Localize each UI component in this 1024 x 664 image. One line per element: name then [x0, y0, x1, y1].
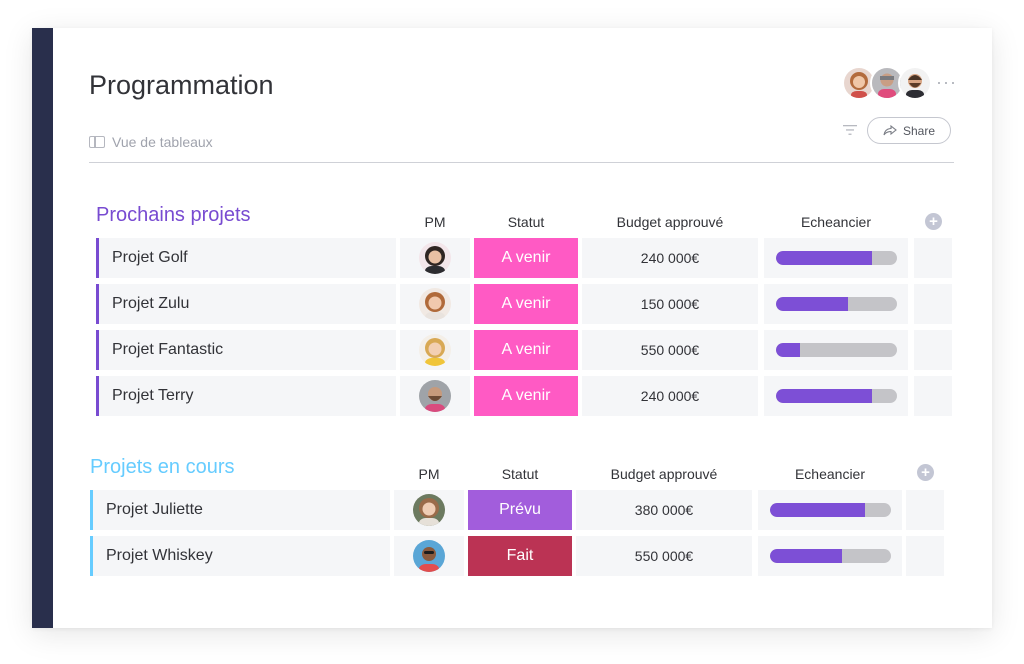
budget-cell[interactable]: 550 000€ — [576, 536, 752, 576]
view-label: Vue de tableaux — [112, 134, 213, 150]
timeline-fill — [775, 251, 873, 265]
timeline-bar — [775, 251, 897, 265]
header-divider — [89, 162, 954, 163]
item-name: Projet Golf — [112, 249, 188, 266]
item-name-cell[interactable]: Projet Zulu — [96, 284, 396, 324]
budget-cell[interactable]: 550 000€ — [582, 330, 758, 370]
column-header-timeline[interactable]: Echeancier — [794, 466, 866, 482]
pm-cell[interactable] — [400, 376, 470, 416]
status-cell[interactable]: A venir — [474, 238, 578, 278]
budget-cell[interactable]: 240 000€ — [582, 376, 758, 416]
board-card: Programmation Vue de tableaux ··· Share … — [32, 28, 992, 628]
timeline-bar — [775, 297, 897, 311]
status-cell[interactable]: Fait — [468, 536, 572, 576]
item-name-cell[interactable]: Projet Whiskey — [90, 536, 390, 576]
column-header-status[interactable]: Statut — [501, 466, 539, 482]
item-name-cell[interactable]: Projet Golf — [96, 238, 396, 278]
group-title-prochains-projets[interactable]: Prochains projets — [96, 204, 251, 226]
share-button[interactable]: Share — [867, 117, 951, 144]
column-header-status[interactable]: Statut — [507, 214, 545, 230]
pm-avatar[interactable] — [419, 334, 451, 366]
group-color-marker — [96, 376, 99, 416]
timeline-fill — [775, 297, 849, 311]
group-title-projets-en-cours[interactable]: Projets en cours — [90, 456, 235, 478]
timeline-bar — [769, 549, 891, 563]
share-arrow-icon — [883, 125, 897, 136]
pm-cell[interactable] — [394, 490, 464, 530]
status-cell[interactable]: A venir — [474, 284, 578, 324]
status-cell[interactable]: A venir — [474, 330, 578, 370]
item-name: Projet Whiskey — [106, 547, 213, 564]
timeline-cell[interactable] — [764, 238, 908, 278]
pm-avatar[interactable] — [413, 540, 445, 572]
item-name: Projet Juliette — [106, 501, 203, 518]
status-cell[interactable]: A venir — [474, 376, 578, 416]
board-title[interactable]: Programmation — [89, 70, 274, 100]
pm-cell[interactable] — [400, 238, 470, 278]
timeline-bar — [775, 343, 897, 357]
timeline-fill — [769, 549, 843, 563]
member-1-avatar[interactable] — [842, 66, 876, 100]
timeline-cell[interactable] — [764, 284, 908, 324]
empty-cell[interactable] — [914, 330, 952, 370]
column-header-budget[interactable]: Budget approuvé — [610, 466, 718, 482]
budget-cell[interactable]: 380 000€ — [576, 490, 752, 530]
pm-avatar[interactable] — [419, 242, 451, 274]
item-name-cell[interactable]: Projet Terry — [96, 376, 396, 416]
group-color-marker — [96, 238, 99, 278]
timeline-cell[interactable] — [764, 330, 908, 370]
status-cell[interactable]: Prévu — [468, 490, 572, 530]
column-header-pm[interactable]: PM — [424, 214, 446, 230]
board-members[interactable] — [842, 66, 932, 100]
group-color-marker — [96, 284, 99, 324]
add-column-button[interactable]: + — [925, 213, 942, 230]
group-color-marker — [90, 536, 93, 576]
empty-cell[interactable] — [914, 376, 952, 416]
pm-avatar[interactable] — [419, 380, 451, 412]
pm-cell[interactable] — [394, 536, 464, 576]
timeline-fill — [775, 389, 873, 403]
budget-cell[interactable]: 240 000€ — [582, 238, 758, 278]
group-color-marker — [96, 330, 99, 370]
item-name: Projet Terry — [112, 387, 194, 404]
item-name-cell[interactable]: Projet Fantastic — [96, 330, 396, 370]
column-header-budget[interactable]: Budget approuvé — [616, 214, 724, 230]
timeline-bar — [775, 389, 897, 403]
timeline-fill — [769, 503, 866, 517]
pm-cell[interactable] — [400, 330, 470, 370]
add-column-button[interactable]: + — [917, 464, 934, 481]
view-selector[interactable]: Vue de tableaux — [89, 134, 213, 150]
filter-icon[interactable] — [843, 124, 857, 136]
timeline-cell[interactable] — [758, 536, 902, 576]
timeline-cell[interactable] — [764, 376, 908, 416]
timeline-fill — [775, 343, 800, 357]
column-header-pm[interactable]: PM — [418, 466, 440, 482]
empty-cell[interactable] — [914, 284, 952, 324]
item-name: Projet Zulu — [112, 295, 190, 312]
share-label: Share — [902, 123, 936, 138]
column-header-timeline[interactable]: Echeancier — [800, 214, 872, 230]
member-3-avatar[interactable] — [898, 66, 932, 100]
pm-avatar[interactable] — [419, 288, 451, 320]
budget-cell[interactable]: 150 000€ — [582, 284, 758, 324]
group-color-marker — [90, 490, 93, 530]
timeline-cell[interactable] — [758, 490, 902, 530]
left-sidebar — [32, 28, 53, 628]
empty-cell[interactable] — [906, 490, 944, 530]
more-options-button[interactable]: ··· — [936, 72, 957, 92]
table-view-icon — [89, 136, 105, 148]
empty-cell[interactable] — [906, 536, 944, 576]
timeline-bar — [769, 503, 891, 517]
pm-cell[interactable] — [400, 284, 470, 324]
item-name: Projet Fantastic — [112, 341, 224, 358]
pm-avatar[interactable] — [413, 494, 445, 526]
item-name-cell[interactable]: Projet Juliette — [90, 490, 390, 530]
empty-cell[interactable] — [914, 238, 952, 278]
